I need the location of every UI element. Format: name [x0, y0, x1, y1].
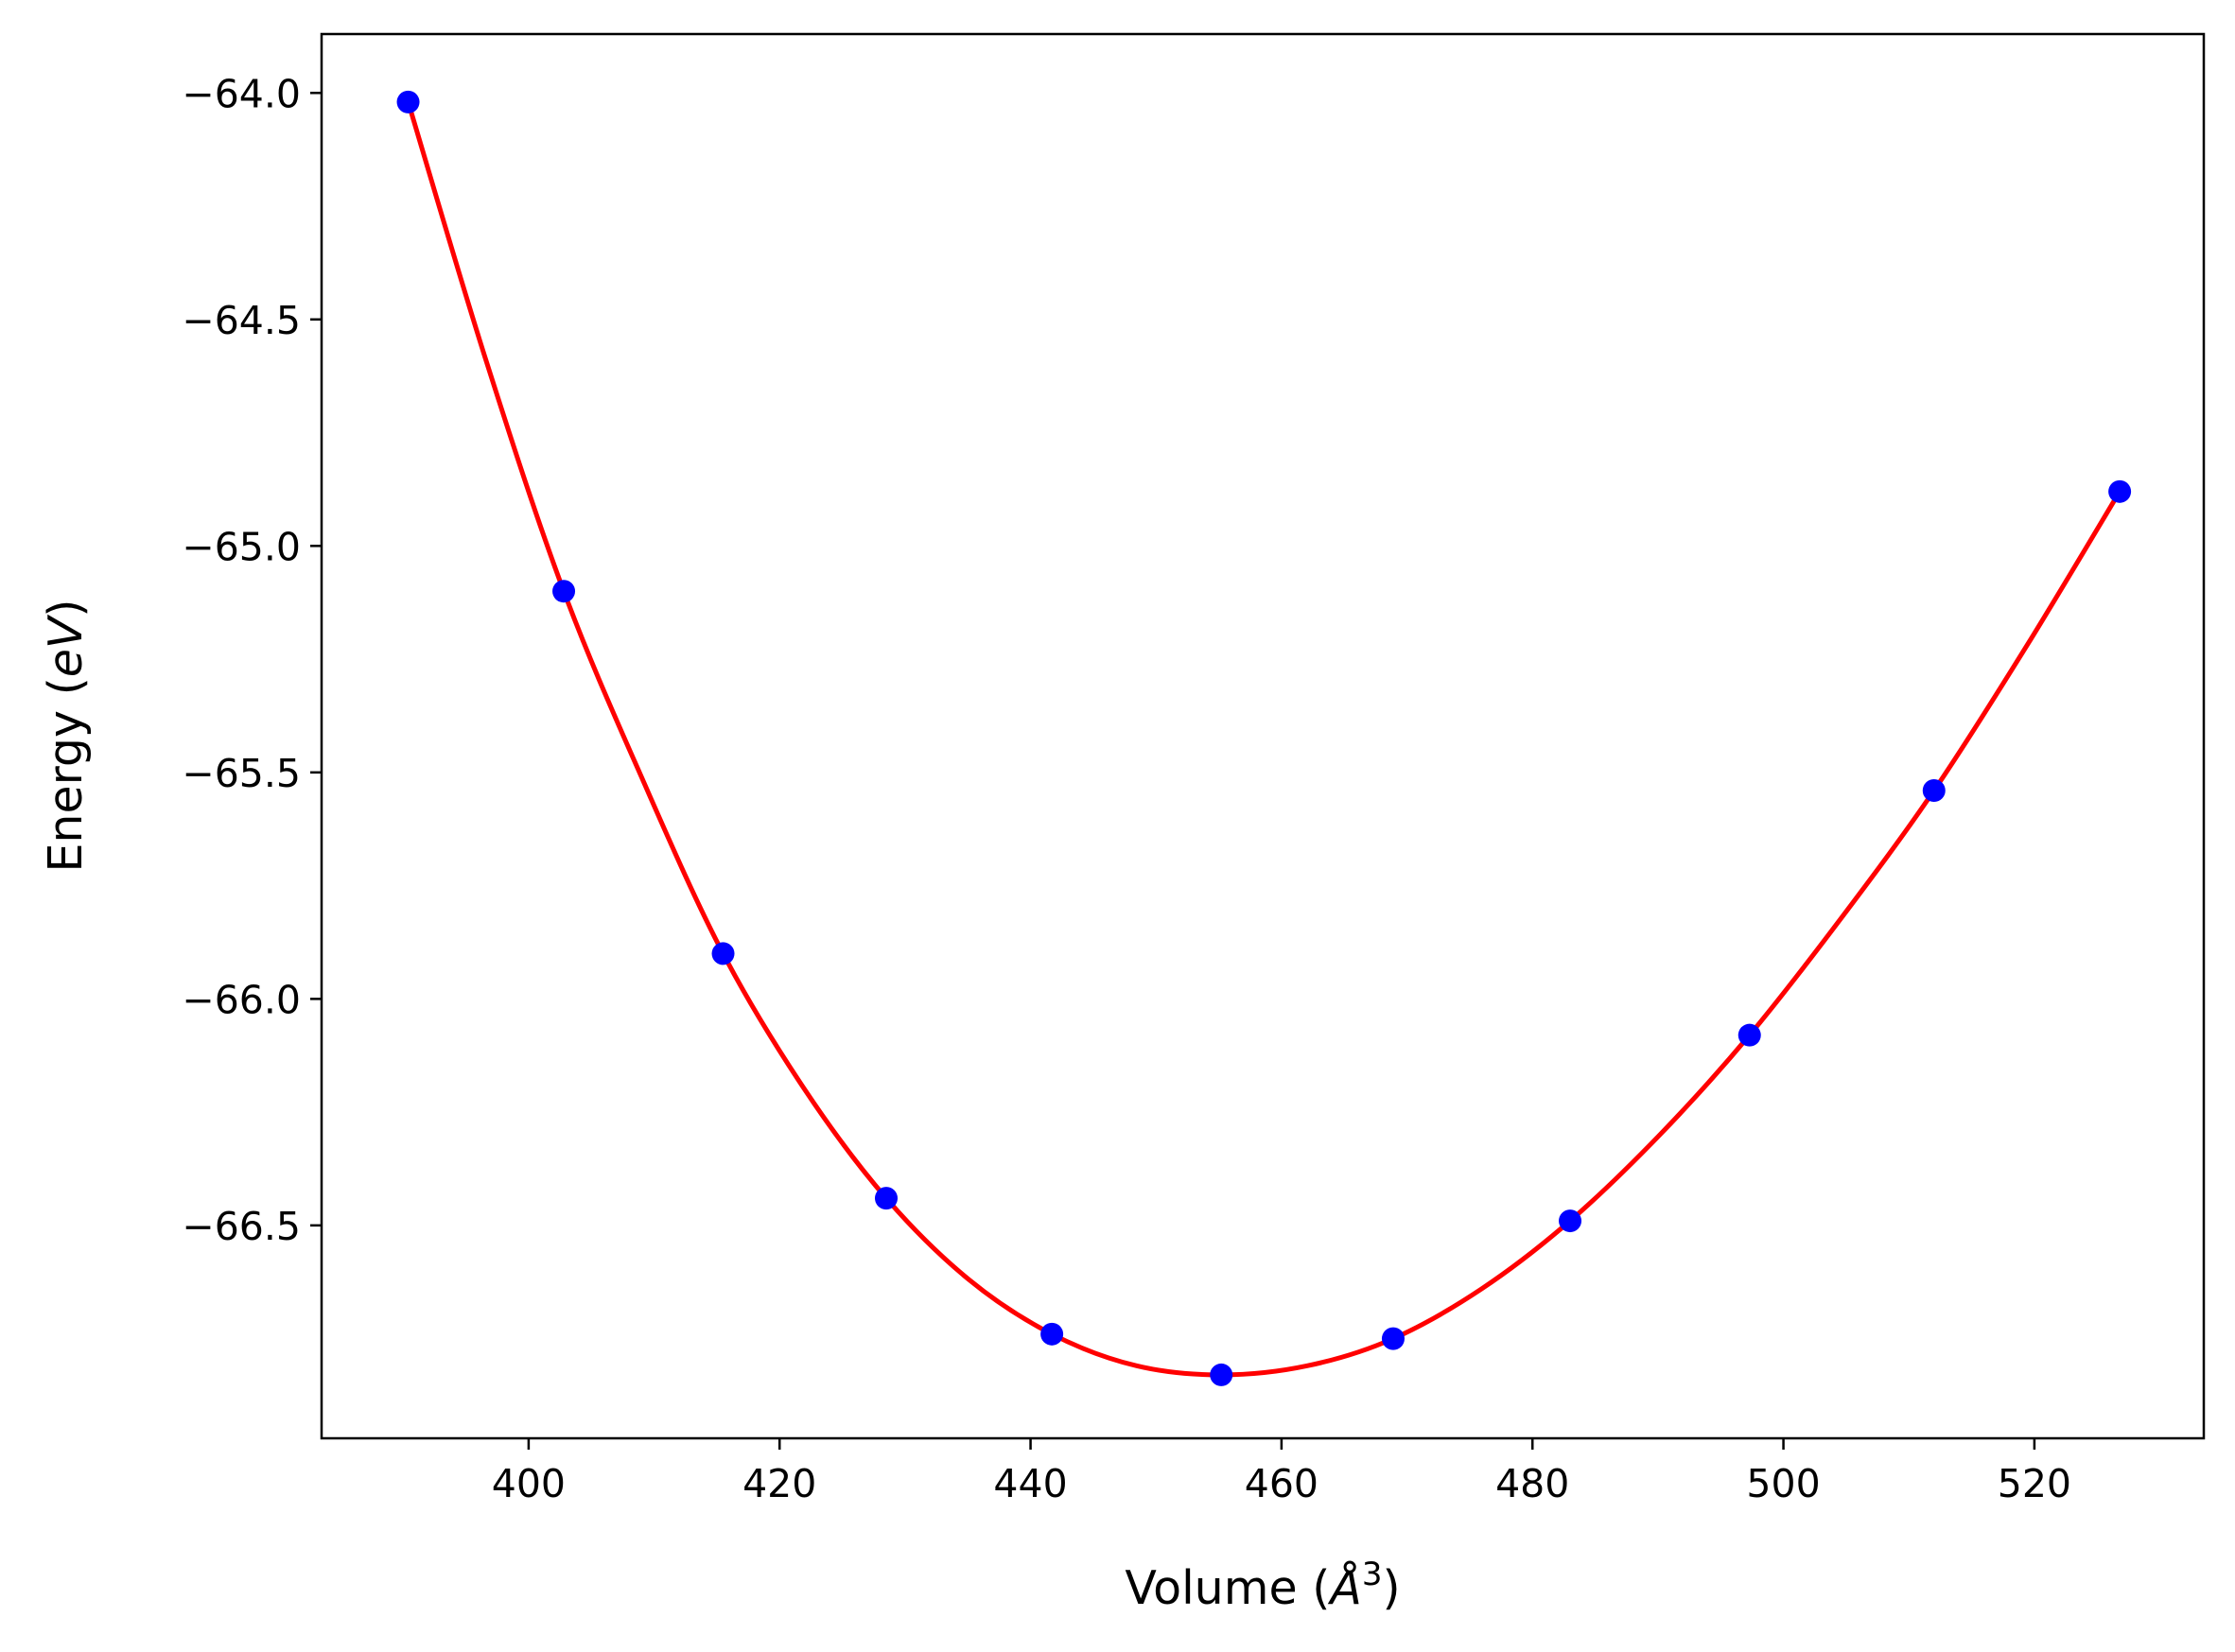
- x-tick-label: 420: [742, 1461, 816, 1506]
- y-axis-unit: eV: [39, 614, 93, 677]
- y-tick-label: −66.5: [182, 1204, 301, 1249]
- x-tick-label: 500: [1746, 1461, 1820, 1506]
- data-point: [1381, 1327, 1405, 1350]
- y-tick-label: −65.0: [182, 524, 301, 569]
- y-axis: −64.0 −64.5 −65.0 −65.5 −66.0 −66.5: [182, 71, 322, 1249]
- data-point: [1210, 1363, 1233, 1386]
- x-axis-label: Volume (Å3): [1125, 1556, 1400, 1615]
- x-tick-label: 400: [492, 1461, 566, 1506]
- data-point: [875, 1187, 898, 1210]
- plot-area: [322, 34, 2204, 1438]
- y-tick-label: −65.5: [182, 751, 301, 796]
- data-point: [1559, 1209, 1582, 1233]
- data-point: [711, 942, 735, 965]
- data-point: [1737, 1023, 1761, 1047]
- y-tick-label: −64.0: [182, 71, 301, 116]
- series-layer: [396, 90, 2132, 1386]
- data-point: [396, 90, 420, 113]
- data-point: [552, 580, 576, 603]
- data-point: [1040, 1322, 1064, 1346]
- plot-frame: [320, 32, 2206, 1440]
- y-tick-label: −66.0: [182, 977, 301, 1022]
- y-axis-label: Energy (eV): [39, 599, 93, 872]
- x-tick-label: 440: [993, 1461, 1067, 1506]
- data-point: [2108, 479, 2132, 503]
- x-axis: 400 420 440 460 480 500 520: [492, 1438, 2071, 1506]
- x-axis-unit: Å: [1327, 1559, 1362, 1615]
- data-point: [1922, 778, 1946, 802]
- fit-curve: [406, 101, 2122, 1378]
- x-axis-unit-power: 3: [1362, 1556, 1383, 1593]
- x-tick-label: 520: [1998, 1461, 2071, 1506]
- x-tick-label: 480: [1495, 1461, 1569, 1506]
- x-tick-label: 460: [1245, 1461, 1318, 1506]
- y-tick-label: −64.5: [182, 298, 301, 343]
